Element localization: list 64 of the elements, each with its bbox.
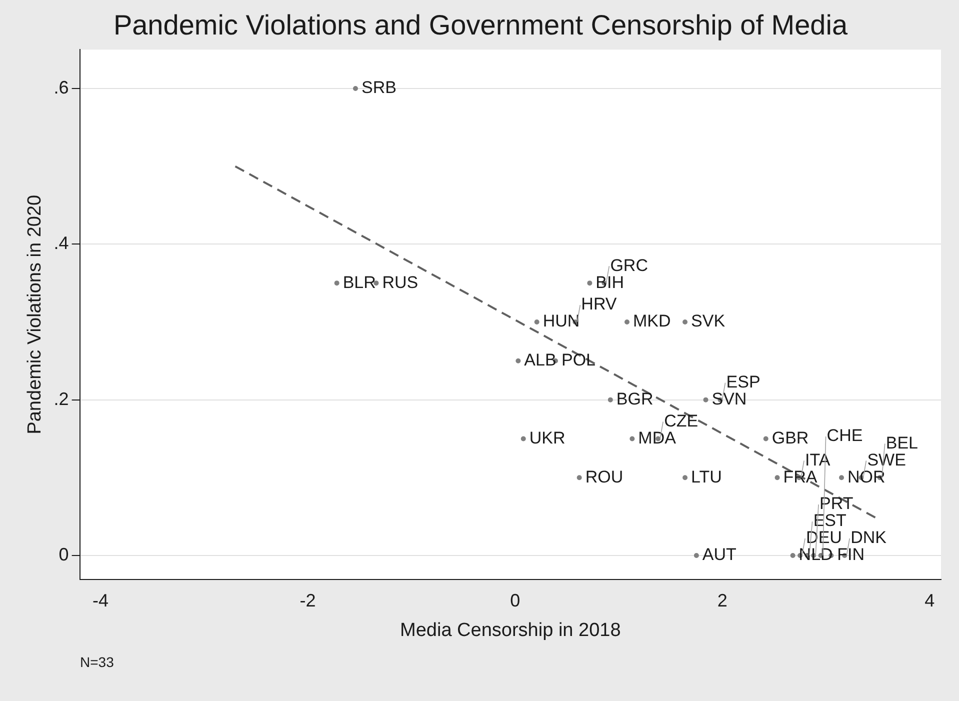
x-tick-label: 0	[510, 590, 520, 610]
point	[334, 280, 340, 286]
annotation: SVK	[691, 312, 726, 331]
point	[682, 475, 688, 480]
annotation: HUN	[542, 312, 580, 331]
point	[694, 552, 699, 558]
annotation: BGR	[616, 390, 654, 409]
annotation: PRT	[820, 494, 854, 514]
annotation: NOR	[848, 467, 886, 486]
point	[520, 436, 526, 442]
point	[534, 319, 540, 324]
point	[839, 475, 844, 480]
annotation: FIN	[837, 545, 865, 564]
annotation: HRV	[581, 294, 618, 314]
annotation: CZE	[664, 411, 698, 430]
text: N=33	[80, 654, 114, 670]
point	[624, 319, 630, 324]
annotation: POL	[561, 350, 596, 370]
annotation: SWE	[867, 450, 906, 470]
chart-title: Pandemic Violations and Government Censorship of Media	[113, 10, 848, 41]
x-tick-label: 2	[717, 590, 728, 610]
point	[352, 86, 358, 92]
annotation: BIH	[596, 272, 624, 292]
annotation: SRB	[361, 78, 396, 98]
annotation: DEU	[806, 528, 842, 548]
y-tick-label: .6	[54, 77, 69, 98]
point	[516, 358, 521, 364]
annotation: EST	[813, 511, 846, 530]
point	[774, 475, 780, 480]
y-axis-title: Pandemic Violations in 2020	[24, 194, 46, 434]
y-tick-label: .4	[54, 233, 69, 254]
point	[790, 552, 796, 558]
point	[763, 436, 768, 442]
annotation: GRC	[610, 256, 648, 275]
x-tick-label: -2	[300, 590, 316, 610]
annotation: ESP	[726, 372, 760, 392]
annotation: UKR	[529, 428, 566, 448]
point	[630, 436, 635, 442]
annotation: RUS	[382, 272, 418, 292]
annotation: AUT	[702, 545, 736, 564]
annotation: SVN	[712, 390, 747, 409]
point	[576, 475, 582, 480]
annotation: ALB	[524, 350, 556, 370]
annotation: MDA	[638, 428, 677, 448]
annotation: CHE	[826, 426, 863, 446]
x-axis-title: Media Censorship in 2018	[400, 620, 621, 641]
point	[587, 280, 592, 286]
x-tick-label: 4	[924, 590, 935, 610]
y-tick-label: .2	[54, 388, 69, 409]
point	[608, 397, 613, 402]
annotation: MKD	[632, 312, 671, 331]
annotation: FRA	[783, 467, 818, 486]
point	[682, 319, 688, 324]
annotation: GBR	[772, 428, 809, 448]
annotation: BEL	[886, 433, 918, 452]
annotation: NLD	[798, 545, 833, 564]
y-tick-label: 0	[58, 544, 69, 564]
x-tick-label: -4	[92, 590, 109, 610]
annotation: BLR	[342, 272, 376, 292]
annotation: ROU	[585, 467, 624, 486]
annotation: DNK	[850, 528, 888, 548]
point	[703, 397, 708, 402]
annotation: ITA	[805, 450, 831, 470]
annotation: LTU	[691, 467, 722, 486]
